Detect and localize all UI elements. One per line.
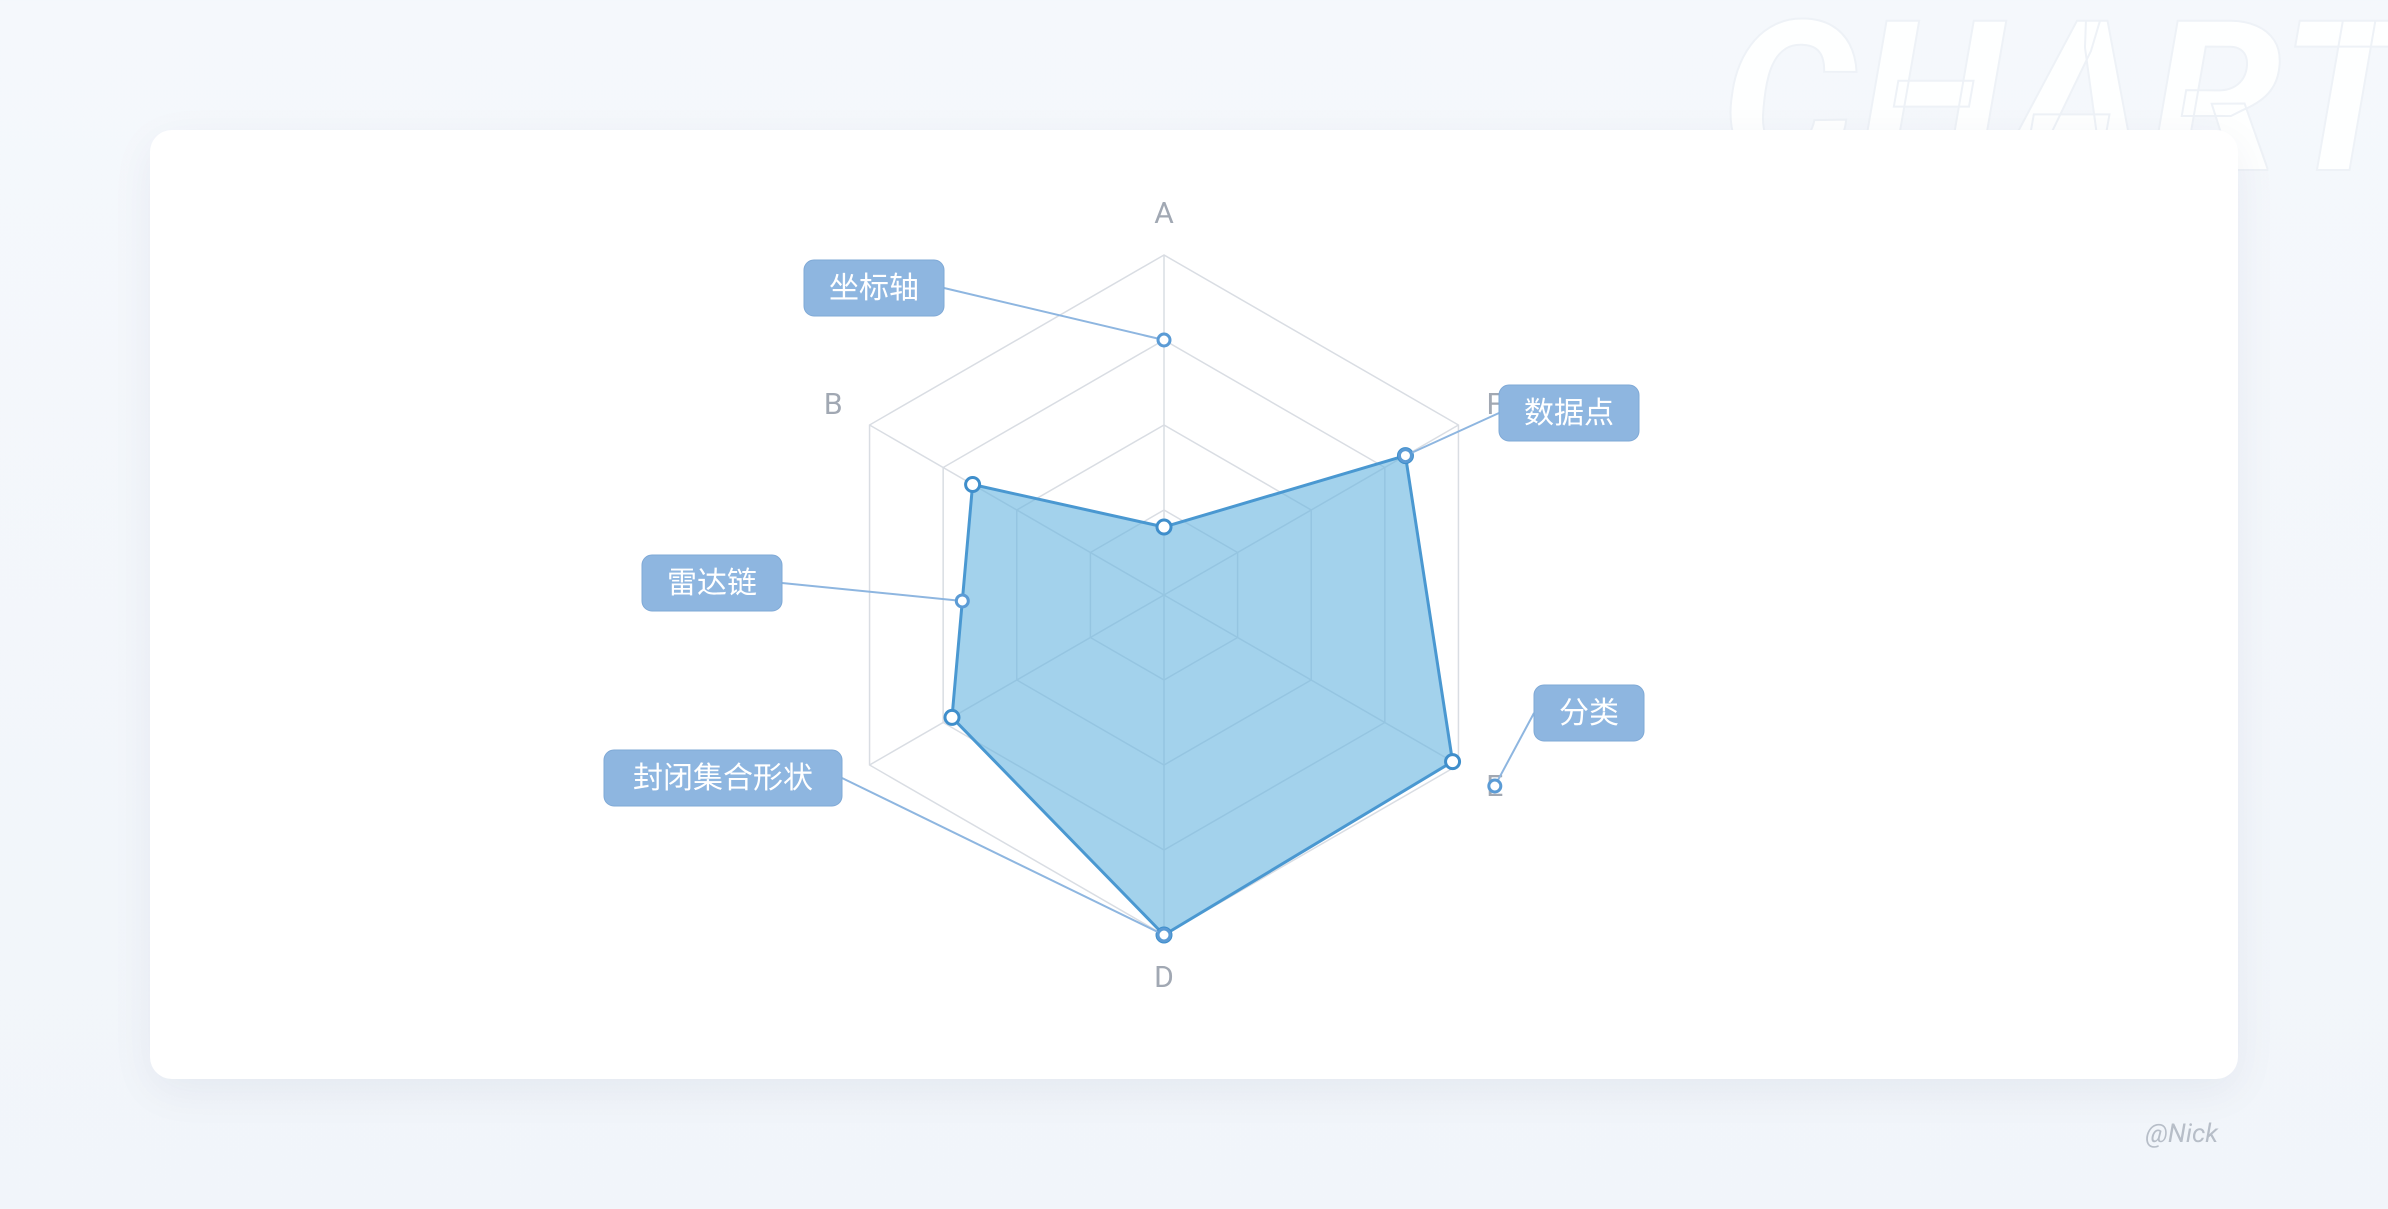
shape-callout-label: 封闭集合形状 — [633, 760, 813, 795]
link-callout-dot — [956, 594, 968, 606]
data-point-C — [945, 710, 959, 724]
category-callout-label: 分类 — [1559, 695, 1619, 730]
datapoint-callout-label: 数据点 — [1524, 395, 1614, 430]
axis-label-A: A — [1154, 196, 1174, 231]
chart-card: ABCDEF坐标轴数据点雷达链封闭集合形状分类 — [150, 130, 2238, 1079]
chart-container: ABCDEF坐标轴数据点雷达链封闭集合形状分类 — [150, 130, 2238, 1079]
data-point-B — [966, 477, 980, 491]
page-root: CHART ABCDEF坐标轴数据点雷达链封闭集合形状分类 @Nick — [0, 0, 2388, 1209]
datapoint-callout-dot — [1399, 449, 1411, 461]
category-callout-line — [1495, 713, 1534, 786]
data-point-A — [1157, 520, 1171, 534]
axis-callout-dot — [1158, 334, 1170, 346]
datapoint-callout-line — [1405, 413, 1499, 456]
axis-label-D: D — [1154, 960, 1174, 995]
radar-data-area — [952, 455, 1453, 934]
shape-callout-dot — [1158, 929, 1170, 941]
axis-label-B: B — [824, 387, 843, 422]
data-point-E — [1446, 754, 1460, 768]
radar-chart: ABCDEF坐标轴数据点雷达链封闭集合形状分类 — [544, 155, 1844, 1055]
category-callout-dot — [1489, 780, 1501, 792]
axis-callout-label: 坐标轴 — [829, 270, 919, 305]
credit-text: @Nick — [2145, 1119, 2218, 1149]
axis-callout-line — [944, 288, 1164, 340]
link-callout-label: 雷达链 — [667, 565, 757, 600]
link-callout-line — [782, 583, 962, 601]
